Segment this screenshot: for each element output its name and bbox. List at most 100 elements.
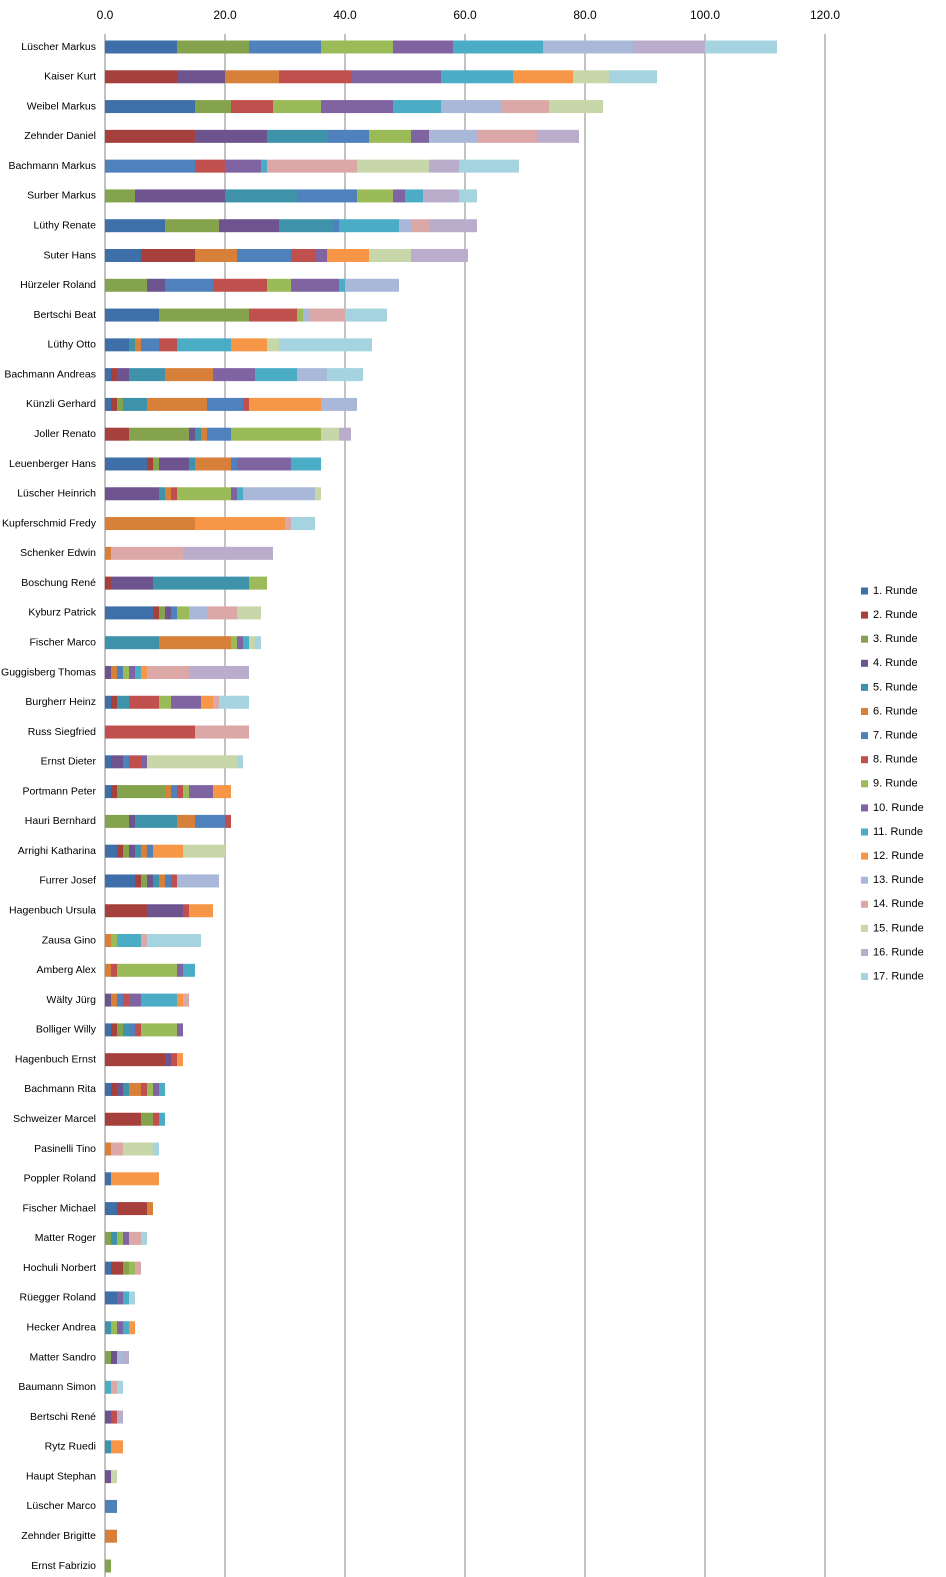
bar-segment <box>177 487 231 501</box>
bar-segment <box>153 1112 159 1126</box>
legend-label: 6. Runde <box>873 705 918 717</box>
bar-segment <box>321 100 393 114</box>
bar-segment <box>117 695 129 709</box>
bar-segment <box>105 695 111 709</box>
bar-segment <box>411 219 429 233</box>
bar-segment <box>327 129 369 143</box>
bar-segment <box>195 814 225 828</box>
bar-segment <box>441 100 501 114</box>
bar-segment <box>141 874 147 888</box>
bar-segment <box>141 248 195 262</box>
bar-segment <box>189 785 213 799</box>
category-label: Lüthy Otto <box>48 339 97 351</box>
bar-segment <box>213 695 219 709</box>
bar-segment <box>177 963 183 977</box>
bar-segment <box>147 1082 153 1096</box>
bar-segment <box>135 338 141 352</box>
bar-segment <box>207 606 237 620</box>
category-label: Portmann Peter <box>22 785 96 797</box>
bar-segment <box>201 427 207 441</box>
bar-segment <box>105 1351 111 1365</box>
bar-segment <box>147 934 201 948</box>
category-label: Hagenbuch Ernst <box>15 1053 96 1065</box>
bar-segment <box>195 725 249 739</box>
bar-segment <box>201 695 213 709</box>
category-label: Kupferschmid Fredy <box>2 517 97 529</box>
bar-segment <box>231 100 273 114</box>
bar-segment <box>117 1082 123 1096</box>
bar-segment <box>129 1082 141 1096</box>
category-label: Ernst Dieter <box>41 756 97 768</box>
bar-segment <box>327 368 363 382</box>
bar-segment <box>411 248 468 262</box>
category-label: Hauri Bernhard <box>25 815 96 827</box>
category-label: Fischer Michael <box>22 1202 96 1214</box>
bar-segment <box>141 338 159 352</box>
bar-segment <box>117 1231 123 1245</box>
bar-segment <box>213 278 267 292</box>
bar-segment <box>141 993 177 1007</box>
bar-segment <box>513 70 573 84</box>
bar-segment <box>393 100 441 114</box>
legend-swatch <box>861 659 868 667</box>
bar-segment <box>123 1023 129 1037</box>
bar-segment <box>105 1082 111 1096</box>
bar-segment <box>105 1023 111 1037</box>
bar-segment <box>543 40 633 54</box>
bar-segment <box>111 1231 117 1245</box>
bar-segment <box>105 546 111 560</box>
bar-segment <box>195 517 285 531</box>
bar-segment <box>159 487 165 501</box>
bar-segment <box>207 397 243 411</box>
category-label: Surber Markus <box>27 190 96 202</box>
legend-swatch <box>861 780 868 788</box>
bar-segment <box>141 1082 147 1096</box>
bar-segment <box>309 308 345 322</box>
bar-segment <box>291 517 315 531</box>
bar-segment <box>105 1499 117 1513</box>
bar-segment <box>111 1023 117 1037</box>
bar-segment <box>153 1142 159 1156</box>
bar-segment <box>285 517 291 531</box>
bar-segment <box>195 248 237 262</box>
bar-segment <box>141 665 147 679</box>
category-label: Zausa Gino <box>42 934 96 946</box>
bar-segment <box>105 1231 111 1245</box>
x-tick-label: 40.0 <box>333 8 357 22</box>
bar-segment <box>231 427 321 441</box>
bar-segment <box>105 397 111 411</box>
bar-segment <box>243 487 315 501</box>
category-label: Hochuli Norbert <box>23 1262 96 1274</box>
bar-segment <box>327 248 369 262</box>
bar-segment <box>135 665 141 679</box>
bar-segment <box>213 368 255 382</box>
bar-segment <box>171 695 201 709</box>
bar-segment <box>267 159 357 173</box>
bar-segment <box>429 159 459 173</box>
bar-segment <box>177 874 219 888</box>
category-label: Kyburz Patrick <box>28 607 96 619</box>
bar-segment <box>177 993 183 1007</box>
bar-segment <box>183 785 189 799</box>
bar-segment <box>117 397 123 411</box>
bar-segment <box>249 308 297 322</box>
legend-swatch <box>861 828 868 836</box>
bar-segment <box>177 1053 183 1067</box>
bar-segment <box>147 844 153 858</box>
bar-segment <box>429 219 477 233</box>
bar-segment <box>141 844 147 858</box>
legend-label: 5. Runde <box>873 681 918 693</box>
bar-segment <box>105 755 111 769</box>
bar-segment <box>213 785 231 799</box>
bar-segment <box>249 397 321 411</box>
bar-segment <box>225 814 231 828</box>
category-label: Bertschi Beat <box>34 309 97 321</box>
category-label: Zehnder Daniel <box>24 130 96 142</box>
bar-segment <box>261 159 267 173</box>
bar-segment <box>267 278 291 292</box>
bar-segment <box>111 1351 117 1365</box>
bar-segment <box>111 1410 117 1424</box>
legend-label: 8. Runde <box>873 754 918 766</box>
category-label: Russ Siegfried <box>28 726 96 738</box>
